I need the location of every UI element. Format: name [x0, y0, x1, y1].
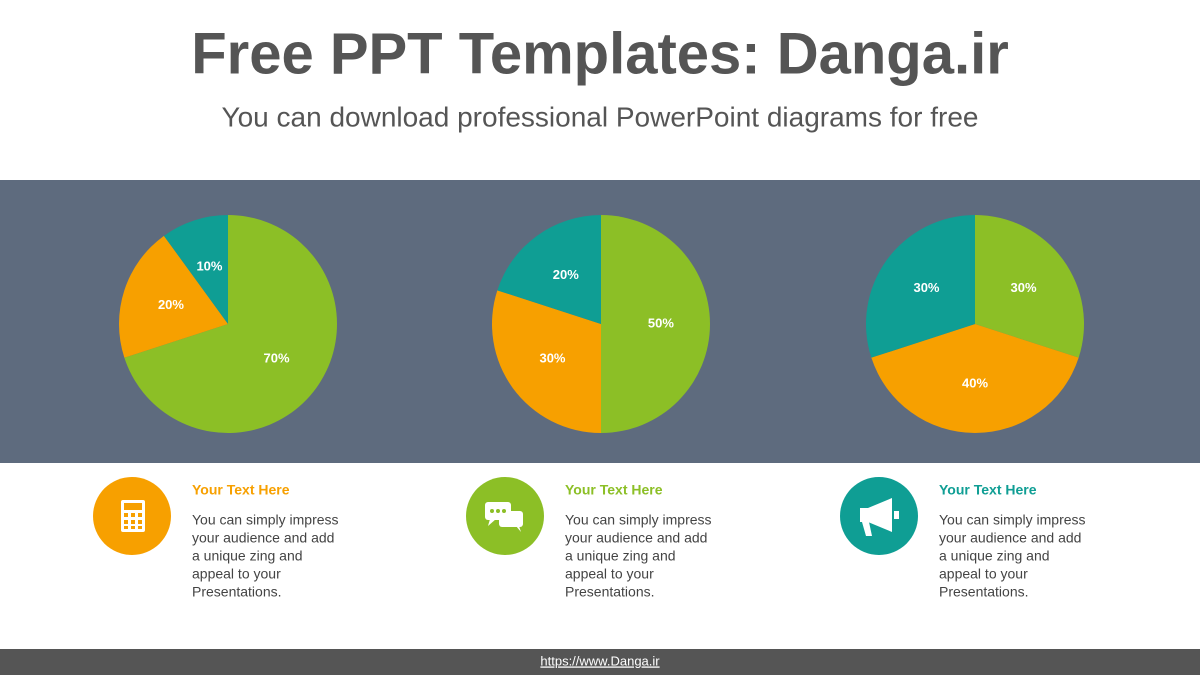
card-text: Presentations. [565, 584, 655, 600]
card-text: a unique zing and [192, 548, 303, 564]
card-text: You can simply impress [939, 512, 1086, 528]
slice-label: 30% [539, 351, 565, 366]
slice-label: 30% [913, 280, 939, 295]
pie-slice [124, 215, 337, 433]
card-title: Your Text Here [565, 482, 663, 498]
card-text: your audience and add [939, 530, 1081, 546]
card-text: your audience and add [565, 530, 707, 546]
card-text: You can simply impress [192, 512, 339, 528]
card-text: You can simply impress [565, 512, 712, 528]
subtitle: You can download professional PowerPoint… [222, 101, 979, 132]
pie-slice [601, 215, 710, 433]
slice-label: 50% [648, 315, 674, 330]
card-text: appeal to your [192, 566, 281, 582]
pie-slice [491, 290, 601, 433]
calculator-icon [121, 500, 145, 532]
slice-label: 70% [263, 351, 289, 366]
pie-slice [975, 215, 1084, 358]
card-text: your audience and add [192, 530, 334, 546]
footer-bar [0, 649, 1200, 675]
slice-label: 20% [158, 297, 184, 312]
card-title: Your Text Here [939, 482, 1037, 498]
chat-icon [485, 502, 523, 532]
slice-label: 10% [196, 258, 222, 273]
pie-slice [871, 324, 1079, 433]
card-text: Presentations. [192, 584, 282, 600]
megaphone-icon [860, 498, 899, 536]
slice-label: 40% [962, 375, 988, 390]
pie-slice [497, 215, 601, 324]
footer-link[interactable]: https://www.Danga.ir [540, 653, 660, 668]
pie-slice [866, 215, 975, 358]
title: Free PPT Templates: Danga.ir [191, 21, 1009, 86]
card-text: a unique zing and [565, 548, 676, 564]
slice-label: 20% [553, 267, 579, 282]
card-title: Your Text Here [192, 482, 290, 498]
card-text: appeal to your [939, 566, 1028, 582]
pie-slice [118, 235, 228, 358]
card-text: appeal to your [565, 566, 654, 582]
card-text: Presentations. [939, 584, 1029, 600]
slice-label: 30% [1010, 280, 1036, 295]
card-text: a unique zing and [939, 548, 1050, 564]
pie-slice [163, 215, 228, 324]
